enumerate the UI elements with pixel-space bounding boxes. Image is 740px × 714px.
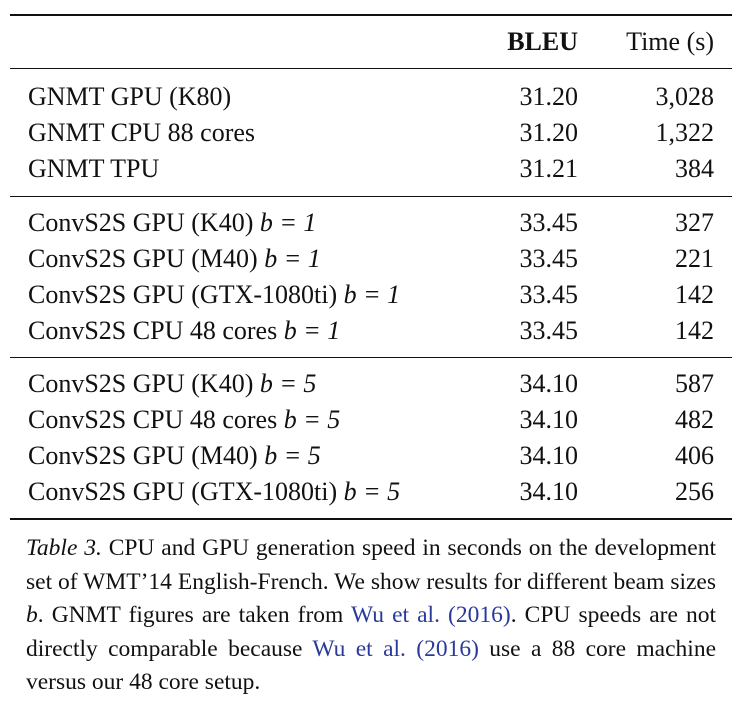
time-cell: 3,028 <box>655 82 715 111</box>
table-row: ConvS2S GPU (K40) b = 1 33.45 327 <box>10 205 732 241</box>
table-row: ConvS2S GPU (M40) b = 5 34.10 406 <box>10 438 732 474</box>
time-cell: 142 <box>675 316 714 345</box>
system-name: ConvS2S CPU 48 cores <box>28 405 284 434</box>
group-rule <box>10 196 732 197</box>
table-row: GNMT TPU 31.21 384 <box>10 151 732 187</box>
time-cell: 587 <box>675 369 714 398</box>
caption-text-4: use a 88 core machine versus our 48 core… <box>26 635 717 696</box>
beam-size: b = 5 <box>259 369 317 398</box>
beam-size: b = 1 <box>259 208 317 237</box>
table-row: ConvS2S CPU 48 cores b = 1 33.45 142 <box>10 313 732 349</box>
beam-size: b = 1 <box>264 244 321 273</box>
table-row: GNMT GPU (K80) 31.20 3,028 <box>10 79 732 115</box>
system-name: ConvS2S GPU (K40) <box>28 208 260 237</box>
beam-size: b = 5 <box>283 405 341 434</box>
system-name: GNMT CPU 88 cores <box>28 118 256 147</box>
bleu-cell: 33.45 <box>519 280 579 309</box>
bleu-cell: 33.45 <box>519 316 579 345</box>
table-row: ConvS2S GPU (K40) b = 5 34.10 587 <box>10 366 732 402</box>
system-name: ConvS2S GPU (K40) <box>28 369 260 398</box>
row-group: ConvS2S GPU (K40) b = 1 33.45 327 ConvS2S G… <box>10 197 732 357</box>
system-cell: ConvS2S GPU (K40) b = 1 <box>10 205 470 241</box>
beam-size: b = 5 <box>264 441 321 470</box>
system-name: ConvS2S GPU (M40) <box>28 244 265 273</box>
table-caption: Table 3. CPU and GPU generation speed in… <box>26 532 716 700</box>
time-cell: 221 <box>675 244 714 273</box>
caption-label: Table 3. <box>26 535 102 561</box>
header-rule <box>10 68 732 69</box>
time-cell: 142 <box>675 280 714 309</box>
bleu-cell: 33.45 <box>519 208 579 237</box>
bleu-cell: 34.10 <box>519 477 579 506</box>
row-group: ConvS2S GPU (K40) b = 5 34.10 587 ConvS2S C… <box>10 358 732 518</box>
citation-link-1[interactable]: Wu et al. (2016) <box>351 602 511 628</box>
table-row: ConvS2S GPU (GTX-1080ti) b = 5 34.10 256 <box>10 474 732 510</box>
time-cell: 256 <box>675 477 714 506</box>
bleu-cell: 34.10 <box>519 441 579 470</box>
results-table: BLEU Time (s) GNMT GPU (K80) 31.20 3,028 GN… <box>10 14 732 520</box>
bleu-cell: 31.21 <box>519 154 579 183</box>
beam-size: b = 1 <box>283 316 341 345</box>
time-cell: 384 <box>675 154 714 183</box>
caption-text-1: CPU and GPU generation speed in seconds … <box>26 535 717 595</box>
table-row: ConvS2S CPU 48 cores b = 5 34.10 482 <box>10 402 732 438</box>
system-cell: GNMT GPU (K80) <box>10 79 470 115</box>
header-time: Time (s) <box>626 27 714 56</box>
bleu-cell: 33.45 <box>519 244 579 273</box>
system-cell: ConvS2S GPU (GTX-1080ti) b = 5 <box>10 474 470 510</box>
system-name: ConvS2S GPU (GTX-1080ti) <box>28 477 344 506</box>
system-name: GNMT GPU (K80) <box>28 82 232 111</box>
caption-text-2: . GNMT figures are taken from <box>37 602 351 628</box>
group-rule <box>10 357 732 358</box>
beam-size: b = 1 <box>343 280 401 309</box>
header-row: BLEU Time (s) <box>10 16 732 68</box>
time-cell: 327 <box>675 208 714 237</box>
caption-text-3: . CPU speeds are not directly comparable… <box>26 602 717 662</box>
time-cell: 482 <box>675 405 714 434</box>
system-cell: ConvS2S GPU (M40) b = 5 <box>10 438 470 474</box>
system-name: GNMT TPU <box>28 154 160 183</box>
bleu-cell: 34.10 <box>519 369 579 398</box>
system-cell: ConvS2S CPU 48 cores b = 5 <box>10 402 470 438</box>
bleu-cell: 34.10 <box>519 405 579 434</box>
table-body: GNMT GPU (K80) 31.20 3,028 GNMT CPU 88 core… <box>10 69 732 518</box>
row-group: GNMT GPU (K80) 31.20 3,028 GNMT CPU 88 core… <box>10 69 732 196</box>
system-cell: ConvS2S GPU (K40) b = 5 <box>10 366 470 402</box>
bleu-cell: 31.20 <box>519 118 579 147</box>
citation-link-2[interactable]: Wu et al. (2016) <box>312 635 479 662</box>
beam-size: b = 5 <box>343 477 401 506</box>
system-cell: ConvS2S CPU 48 cores b = 1 <box>10 313 470 349</box>
system-cell: ConvS2S GPU (M40) b = 1 <box>10 241 470 277</box>
table-row: ConvS2S GPU (GTX-1080ti) b = 1 33.45 142 <box>10 277 732 313</box>
system-name: ConvS2S GPU (M40) <box>28 441 265 470</box>
time-cell: 1,322 <box>655 118 715 147</box>
header-bleu: BLEU <box>507 27 578 56</box>
table-row: GNMT CPU 88 cores 31.20 1,322 <box>10 115 732 151</box>
system-name: ConvS2S GPU (GTX-1080ti) <box>28 280 344 309</box>
system-cell: ConvS2S GPU (GTX-1080ti) b = 1 <box>10 277 470 313</box>
system-name: ConvS2S CPU 48 cores <box>28 316 284 345</box>
system-cell: GNMT TPU <box>10 151 470 187</box>
table-row: ConvS2S GPU (M40) b = 1 33.45 221 <box>10 241 732 277</box>
caption-beam-var: b <box>26 602 38 628</box>
bottom-rule <box>10 518 732 520</box>
system-cell: GNMT CPU 88 cores <box>10 115 470 151</box>
bleu-cell: 31.20 <box>519 82 579 111</box>
time-cell: 406 <box>675 441 714 470</box>
top-rule <box>10 14 732 16</box>
